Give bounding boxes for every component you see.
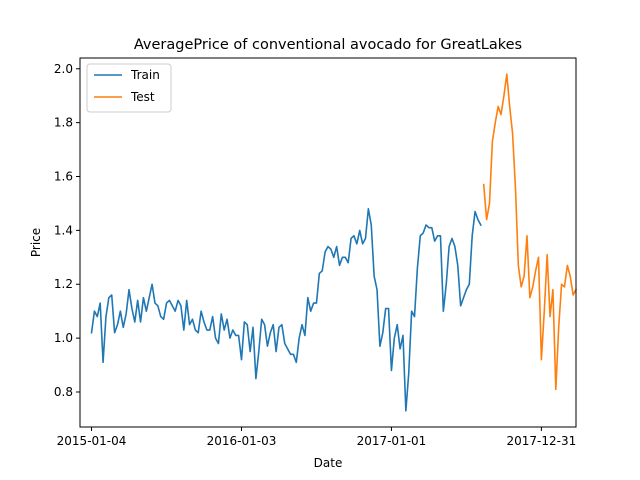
y-tick-label: 1.0 [54, 331, 73, 345]
y-axis: 0.8 1.0 1.2 1.4 1.6 1.8 2.0 [54, 62, 80, 399]
x-axis-label: Date [314, 456, 343, 470]
legend-box [86, 63, 172, 113]
y-tick-label: 1.6 [54, 170, 73, 184]
legend: Train Test [86, 63, 172, 113]
plot-frame [79, 57, 577, 428]
x-axis: 2015-01-04 2016-01-03 2017-01-01 2017-12-31 [57, 427, 577, 448]
y-tick-label: 1.8 [54, 116, 73, 130]
y-tick-label: 2.0 [54, 62, 73, 76]
series-line-test [482, 73, 578, 391]
y-tick-label: 1.4 [54, 223, 73, 237]
x-tick-label: 2015-01-04 [57, 434, 127, 448]
y-axis-label: Price [29, 228, 43, 257]
legend-label-test: Test [130, 90, 155, 104]
y-tick-label: 0.8 [54, 385, 73, 399]
chart-title: AveragePrice of conventional avocado for… [134, 37, 522, 53]
x-tick-label: 2017-12-31 [507, 434, 577, 448]
y-tick-label: 1.2 [54, 277, 73, 291]
series-line-train [90, 208, 482, 412]
plot-lines [90, 73, 578, 412]
x-tick-label: 2017-01-01 [357, 434, 427, 448]
legend-label-train: Train [130, 68, 160, 82]
x-tick-label: 2016-01-03 [207, 434, 277, 448]
